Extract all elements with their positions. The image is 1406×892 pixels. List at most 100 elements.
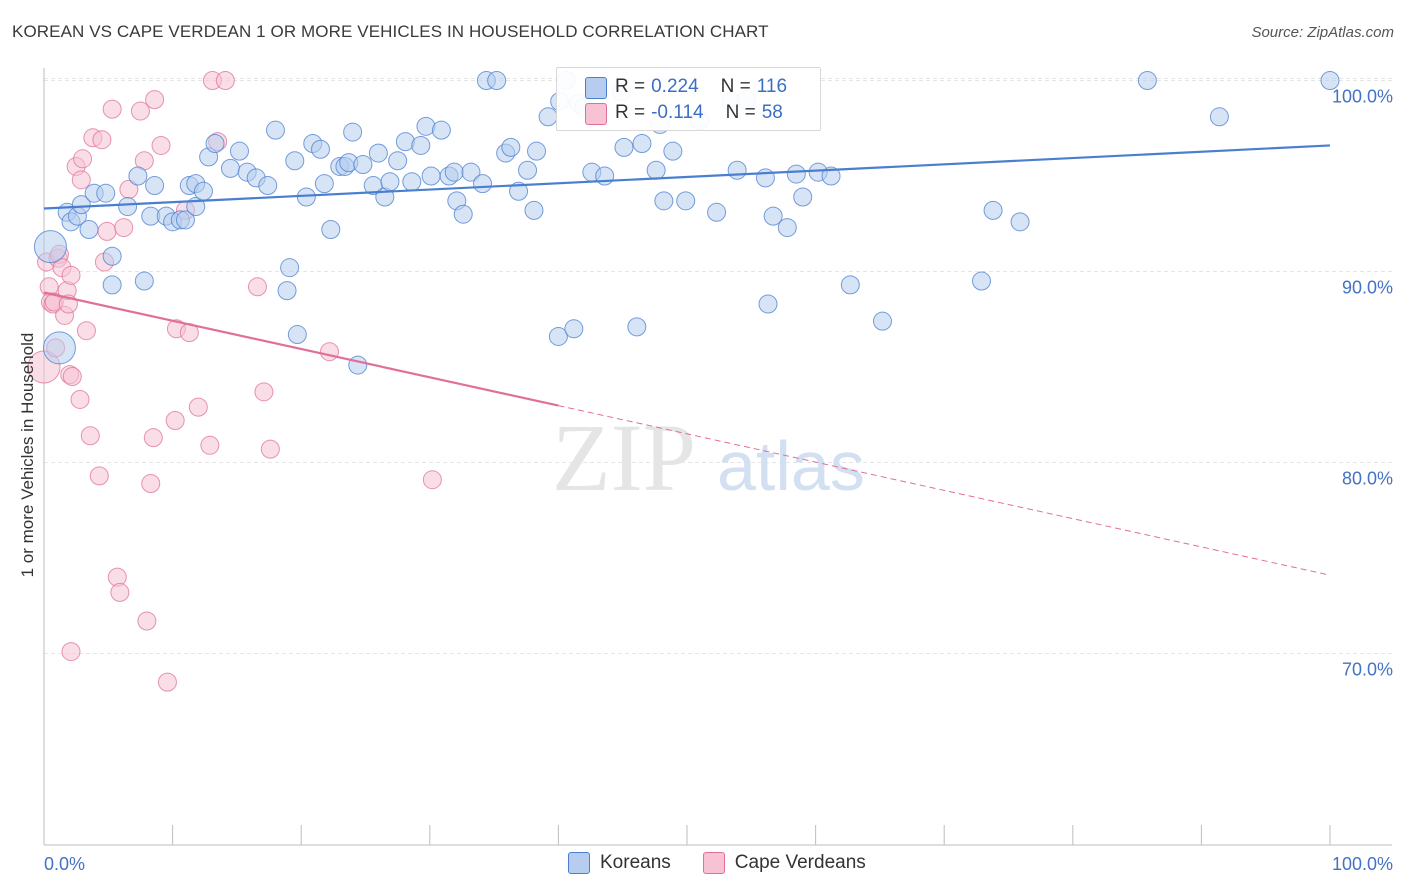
- cape-verdean-point: [143, 428, 163, 448]
- cape-verdean-point: [80, 426, 100, 446]
- korean-point: [727, 160, 747, 180]
- korean-point: [755, 168, 775, 188]
- korean-point: [343, 122, 363, 142]
- y-tick-label: 70.0%: [1342, 660, 1393, 680]
- korean-point: [314, 174, 334, 194]
- stats-legend: R = 0.224 N = 116 R = -0.114 N = 58: [556, 67, 821, 131]
- axes: [43, 68, 1392, 846]
- cape-verdean-point: [188, 397, 208, 417]
- y-tick-label: 100.0%: [1332, 87, 1393, 107]
- korean-point: [102, 275, 122, 295]
- korean-point: [453, 204, 473, 224]
- korean-point: [676, 191, 696, 211]
- korean-point: [518, 160, 538, 180]
- korean-point: [763, 206, 783, 226]
- korean-point: [431, 120, 451, 140]
- cape-verdean-point: [61, 642, 81, 662]
- korean-point: [487, 71, 507, 90]
- korean-point: [71, 195, 91, 215]
- korean-point: [258, 176, 278, 196]
- korean-point: [280, 258, 300, 278]
- legend-label-cape-verdeans: Cape Verdeans: [734, 852, 866, 873]
- legend-item-koreans: Koreans: [568, 852, 671, 874]
- cape-verdean-point: [247, 277, 267, 297]
- cape-verdean-point: [200, 435, 220, 455]
- korean-point: [461, 162, 481, 182]
- r-label: R =: [615, 102, 646, 123]
- cape-verdean-trend-line: [43, 291, 559, 407]
- korean-point: [872, 311, 892, 331]
- korean-point: [321, 219, 341, 239]
- r-value: -0.114: [651, 102, 704, 123]
- series-legend: Koreans Cape Verdeans: [568, 852, 898, 874]
- korean-point: [229, 141, 249, 161]
- korean-point: [564, 319, 584, 339]
- x-tick-label: 100.0%: [1332, 854, 1393, 874]
- r-value: 0.224: [651, 76, 699, 97]
- korean-point: [527, 141, 547, 161]
- cape-verdean-point: [102, 99, 122, 119]
- cape-verdean-point: [76, 321, 96, 341]
- korean-point: [840, 275, 860, 295]
- korean-point: [145, 176, 165, 196]
- korean-point: [983, 200, 1003, 220]
- korean-point: [380, 172, 400, 192]
- axis-labels: 70.0% 80.0% 90.0% 100.0% 0.0% 100.0% 1 or more…: [18, 87, 1393, 875]
- korean-point: [548, 326, 568, 346]
- watermark-atlas: atlas: [717, 427, 865, 505]
- korean-point: [368, 143, 388, 163]
- korean-point: [102, 246, 122, 266]
- cape-verdean-point: [145, 90, 165, 110]
- y-tick-label: 80.0%: [1342, 469, 1393, 489]
- cape-verdean-point: [73, 149, 93, 169]
- cape-verdean-point: [157, 672, 177, 692]
- cape-verdean-point: [319, 342, 339, 362]
- korean-point: [627, 317, 647, 337]
- korean-point: [277, 281, 297, 301]
- korean-point: [654, 191, 674, 211]
- korean-point: [793, 187, 813, 207]
- korean-point: [175, 210, 195, 230]
- cape-verdean-point: [62, 367, 82, 387]
- korean-point: [632, 134, 652, 154]
- korean-point: [444, 162, 464, 182]
- cape-verdean-point: [141, 474, 161, 494]
- korean-point: [193, 181, 213, 201]
- korean-point: [265, 120, 285, 140]
- watermark-zip: ZIP: [552, 404, 696, 511]
- korean-point: [128, 166, 148, 186]
- source-label: Source: ZipAtlas.com: [1251, 24, 1394, 41]
- legend-swatch-cape-verdeans: [702, 852, 725, 874]
- korean-trend-line: [43, 144, 1331, 210]
- korean-point: [353, 155, 373, 175]
- korean-point: [285, 151, 305, 171]
- korean-point: [411, 135, 431, 155]
- cape-verdean-point: [130, 101, 150, 121]
- cape-verdean-point: [70, 389, 90, 409]
- legend-label-koreans: Koreans: [600, 852, 671, 873]
- korean-point: [786, 164, 806, 184]
- korean-point: [421, 166, 441, 186]
- korean-point: [971, 271, 991, 291]
- cape-verdean-point: [114, 218, 134, 238]
- korean-point: [348, 355, 368, 375]
- korean-point: [1320, 71, 1340, 90]
- cape-verdean-point: [165, 410, 185, 430]
- korean-point: [1010, 212, 1030, 232]
- korean-point: [79, 219, 99, 239]
- n-label: N =: [725, 102, 756, 123]
- legend-swatch-cape-verdeans: [585, 103, 607, 125]
- korean-point: [473, 174, 493, 194]
- cape-verdean-point: [151, 135, 171, 155]
- cape-verdean-point: [89, 466, 109, 486]
- korean-point: [42, 331, 76, 365]
- korean-point: [310, 139, 330, 159]
- x-tick-label: 0.0%: [44, 854, 85, 874]
- korean-point: [524, 200, 544, 220]
- korean-point: [614, 137, 634, 157]
- korean-point: [509, 181, 529, 201]
- cape-verdean-trend-extension: [558, 405, 1331, 576]
- korean-point: [758, 294, 778, 314]
- cape-verdean-point: [61, 265, 81, 285]
